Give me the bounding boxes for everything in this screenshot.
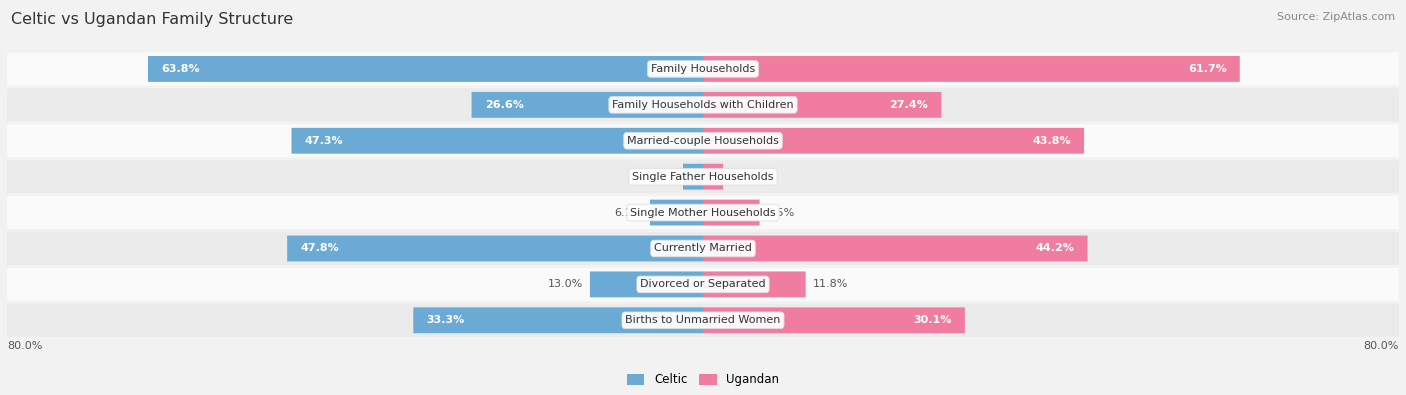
- Text: 6.1%: 6.1%: [614, 208, 643, 218]
- Text: Celtic vs Ugandan Family Structure: Celtic vs Ugandan Family Structure: [11, 12, 294, 27]
- Text: Source: ZipAtlas.com: Source: ZipAtlas.com: [1277, 12, 1395, 22]
- Text: 80.0%: 80.0%: [1364, 341, 1399, 351]
- FancyBboxPatch shape: [703, 271, 806, 297]
- Text: Family Households with Children: Family Households with Children: [612, 100, 794, 110]
- Text: 61.7%: 61.7%: [1188, 64, 1226, 74]
- Text: 2.3%: 2.3%: [730, 172, 758, 182]
- Text: 6.5%: 6.5%: [766, 208, 794, 218]
- Text: 26.6%: 26.6%: [485, 100, 523, 110]
- FancyBboxPatch shape: [7, 88, 1399, 121]
- Text: 47.8%: 47.8%: [301, 243, 339, 254]
- Legend: Celtic, Ugandan: Celtic, Ugandan: [621, 369, 785, 391]
- FancyBboxPatch shape: [703, 92, 942, 118]
- Text: Family Households: Family Households: [651, 64, 755, 74]
- FancyBboxPatch shape: [703, 307, 965, 333]
- Text: Married-couple Households: Married-couple Households: [627, 136, 779, 146]
- FancyBboxPatch shape: [471, 92, 703, 118]
- FancyBboxPatch shape: [287, 235, 703, 261]
- Text: 44.2%: 44.2%: [1036, 243, 1074, 254]
- FancyBboxPatch shape: [148, 56, 703, 82]
- FancyBboxPatch shape: [7, 53, 1399, 85]
- FancyBboxPatch shape: [683, 164, 703, 190]
- Text: 2.3%: 2.3%: [648, 172, 676, 182]
- FancyBboxPatch shape: [291, 128, 703, 154]
- FancyBboxPatch shape: [7, 196, 1399, 229]
- FancyBboxPatch shape: [7, 124, 1399, 157]
- FancyBboxPatch shape: [703, 199, 759, 226]
- FancyBboxPatch shape: [7, 160, 1399, 193]
- Text: Currently Married: Currently Married: [654, 243, 752, 254]
- Text: 47.3%: 47.3%: [305, 136, 343, 146]
- Text: 63.8%: 63.8%: [162, 64, 200, 74]
- Text: Single Mother Households: Single Mother Households: [630, 208, 776, 218]
- FancyBboxPatch shape: [591, 271, 703, 297]
- FancyBboxPatch shape: [703, 164, 723, 190]
- Text: 33.3%: 33.3%: [426, 315, 464, 325]
- Text: 11.8%: 11.8%: [813, 279, 848, 290]
- Text: Single Father Households: Single Father Households: [633, 172, 773, 182]
- FancyBboxPatch shape: [7, 304, 1399, 337]
- Text: 13.0%: 13.0%: [548, 279, 583, 290]
- Text: 43.8%: 43.8%: [1032, 136, 1071, 146]
- FancyBboxPatch shape: [703, 56, 1240, 82]
- FancyBboxPatch shape: [413, 307, 703, 333]
- FancyBboxPatch shape: [7, 232, 1399, 265]
- Text: 27.4%: 27.4%: [890, 100, 928, 110]
- FancyBboxPatch shape: [703, 235, 1087, 261]
- Text: Births to Unmarried Women: Births to Unmarried Women: [626, 315, 780, 325]
- Text: 30.1%: 30.1%: [914, 315, 952, 325]
- FancyBboxPatch shape: [7, 268, 1399, 301]
- Text: Divorced or Separated: Divorced or Separated: [640, 279, 766, 290]
- FancyBboxPatch shape: [650, 199, 703, 226]
- Text: 80.0%: 80.0%: [7, 341, 42, 351]
- FancyBboxPatch shape: [703, 128, 1084, 154]
